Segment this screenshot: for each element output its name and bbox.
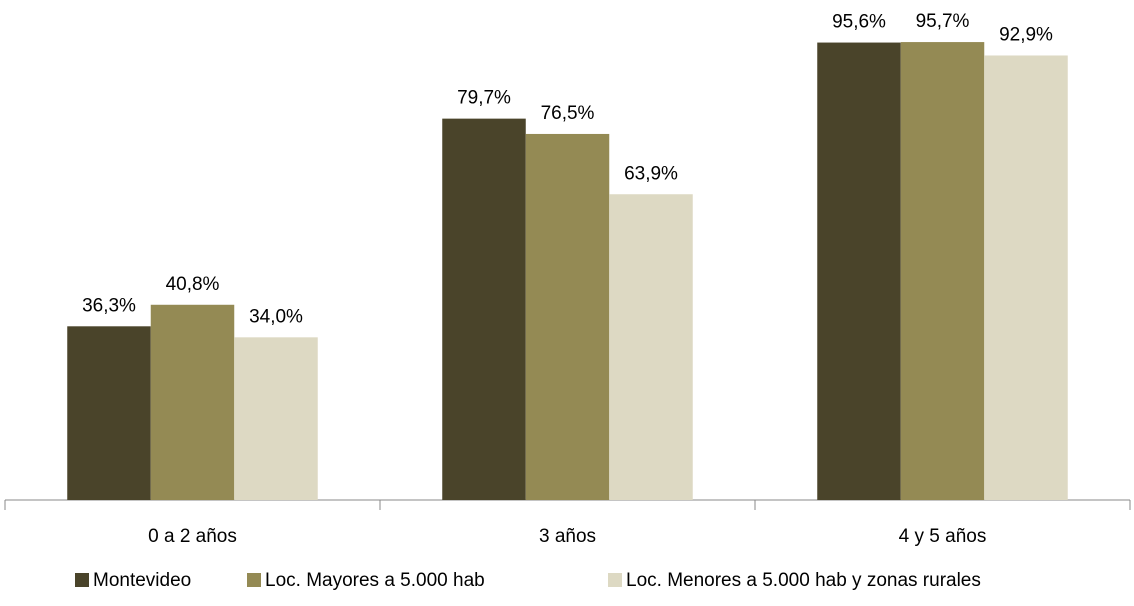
bar xyxy=(984,55,1068,500)
value-label: 76,5% xyxy=(541,103,595,124)
bar xyxy=(442,118,526,500)
value-label: 95,6% xyxy=(832,12,886,33)
legend-swatch xyxy=(75,573,89,587)
legend-label: Loc. Menores a 5.000 hab y zonas rurales xyxy=(626,570,981,591)
x-tick-label: 3 años xyxy=(539,526,596,547)
bar xyxy=(609,194,693,500)
value-label: 79,7% xyxy=(457,88,511,109)
legend-label: Loc. Mayores a 5.000 hab xyxy=(265,570,485,591)
value-label: 92,9% xyxy=(999,24,1053,45)
value-label: 40,8% xyxy=(166,274,220,295)
x-tick-label: 4 y 5 años xyxy=(899,526,987,547)
value-label: 34,0% xyxy=(249,306,303,327)
legend-swatch xyxy=(247,573,261,587)
bar xyxy=(525,133,610,500)
bar xyxy=(67,326,151,500)
bar xyxy=(234,337,318,500)
value-label: 63,9% xyxy=(624,163,678,184)
value-label: 95,7% xyxy=(916,11,970,32)
x-tick-label: 0 a 2 años xyxy=(148,526,237,547)
bar xyxy=(900,42,985,500)
legend-swatch xyxy=(608,573,622,587)
value-label: 36,3% xyxy=(82,295,136,316)
bar xyxy=(817,42,901,500)
legend-label: Montevideo xyxy=(93,570,191,591)
bar xyxy=(150,304,235,500)
